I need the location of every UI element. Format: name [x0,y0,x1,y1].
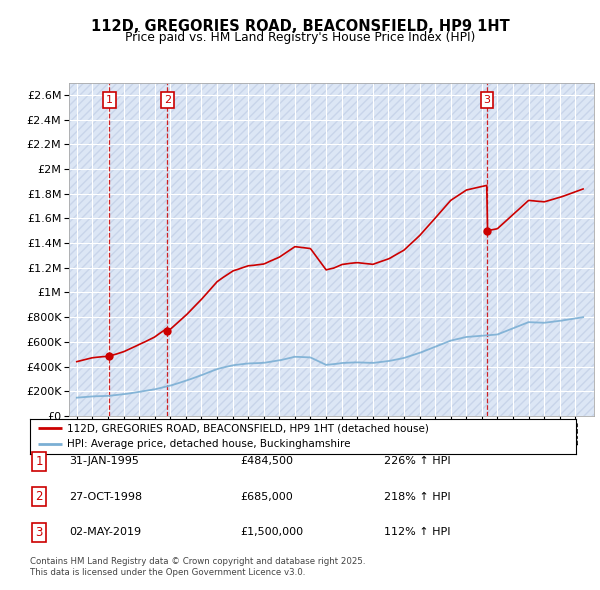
Text: HPI: Average price, detached house, Buckinghamshire: HPI: Average price, detached house, Buck… [67,440,350,450]
Text: 27-OCT-1998: 27-OCT-1998 [69,492,142,502]
Text: 2: 2 [35,490,43,503]
Text: 31-JAN-1995: 31-JAN-1995 [69,457,139,466]
Text: 112% ↑ HPI: 112% ↑ HPI [384,527,451,537]
Text: 226% ↑ HPI: 226% ↑ HPI [384,457,451,466]
Text: 02-MAY-2019: 02-MAY-2019 [69,527,141,537]
Text: £685,000: £685,000 [240,492,293,502]
Text: £484,500: £484,500 [240,457,293,466]
Text: 218% ↑ HPI: 218% ↑ HPI [384,492,451,502]
Text: £1,500,000: £1,500,000 [240,527,303,537]
Text: 112D, GREGORIES ROAD, BEACONSFIELD, HP9 1HT: 112D, GREGORIES ROAD, BEACONSFIELD, HP9 … [91,19,509,34]
Text: 3: 3 [484,95,490,105]
Text: 1: 1 [106,95,113,105]
Text: Contains HM Land Registry data © Crown copyright and database right 2025.: Contains HM Land Registry data © Crown c… [30,558,365,566]
Text: 3: 3 [35,526,43,539]
Text: 112D, GREGORIES ROAD, BEACONSFIELD, HP9 1HT (detached house): 112D, GREGORIES ROAD, BEACONSFIELD, HP9 … [67,424,429,434]
Text: 1: 1 [35,455,43,468]
Text: Price paid vs. HM Land Registry's House Price Index (HPI): Price paid vs. HM Land Registry's House … [125,31,475,44]
Text: 2: 2 [164,95,171,105]
Text: This data is licensed under the Open Government Licence v3.0.: This data is licensed under the Open Gov… [30,568,305,577]
